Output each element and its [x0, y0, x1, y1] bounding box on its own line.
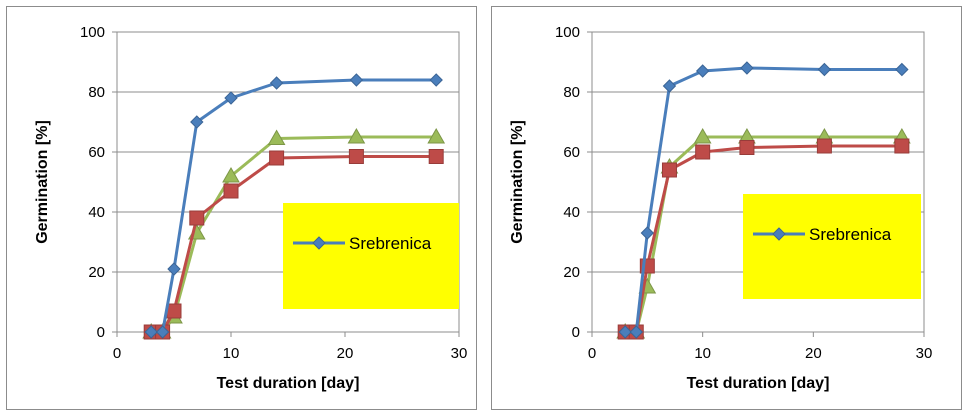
germination-chart-left: 0 20 40 60 80 100 0 10 20 30 Test duration [day] Ge… [34, 24, 468, 392]
x-axis-title: Test duration [day] [687, 375, 830, 392]
y-tick-label: 0 [572, 324, 580, 341]
data-point [189, 210, 205, 226]
data-point [144, 325, 158, 339]
data-point [267, 129, 286, 145]
chart-panel-right: 0 20 40 60 80 100 0 10 20 30 Test duration [day] Ge… [491, 6, 962, 410]
series-line [151, 78, 437, 334]
data-point [269, 76, 284, 90]
x-tick-label: 0 [588, 345, 596, 362]
data-point [166, 303, 182, 319]
y-tick-label: 100 [80, 24, 105, 41]
y-tick-label: 20 [563, 264, 580, 281]
y-tick-label: 40 [563, 204, 580, 221]
data-point [428, 149, 444, 164]
legend-box [743, 194, 921, 299]
data-point [817, 62, 832, 77]
data-point [347, 127, 366, 144]
data-point [190, 115, 204, 129]
y-tick-label: 0 [97, 324, 105, 341]
x-tick-label: 10 [694, 345, 711, 362]
legend-label: Srebrenica [809, 225, 892, 244]
x-tick-label: 30 [451, 345, 468, 362]
legend-box [283, 203, 459, 309]
y-tick-label: 20 [88, 264, 105, 281]
y-tick-label: 80 [563, 84, 580, 101]
y-tick-label: 60 [88, 144, 105, 161]
y-tick-label: 40 [88, 204, 105, 221]
data-point [640, 226, 655, 240]
data-point [894, 138, 910, 154]
data-point [693, 127, 712, 144]
legend-marker [312, 236, 326, 250]
data-point [629, 325, 643, 339]
chart-panel-left: 0 20 40 60 80 100 0 10 20 30 Test duration [day] Ge… [6, 6, 477, 410]
x-axis-title: Test duration [day] [217, 375, 360, 392]
x-tick-label: 0 [113, 345, 121, 362]
legend-marker [772, 227, 786, 241]
data-point [222, 166, 240, 183]
data-point [662, 79, 677, 93]
data-point [349, 73, 364, 87]
y-axis-title: Germination [%] [34, 120, 51, 244]
x-tick-label: 20 [337, 345, 354, 362]
data-point [816, 138, 832, 154]
data-point [695, 64, 710, 78]
y-tick-label: 60 [563, 144, 580, 161]
data-point [695, 144, 711, 160]
data-point [269, 150, 285, 166]
legend-label: Srebrenica [349, 234, 432, 253]
data-point [223, 183, 239, 199]
y-tick-label: 80 [88, 84, 105, 101]
data-point [618, 325, 632, 339]
data-point [661, 162, 677, 178]
y-axis-title: Germination [%] [509, 120, 526, 244]
data-point [740, 61, 754, 75]
data-point [739, 140, 755, 155]
data-point [348, 149, 364, 164]
series-line [625, 66, 902, 334]
data-point [155, 325, 170, 339]
x-tick-label: 20 [805, 345, 822, 362]
data-point [895, 62, 909, 77]
data-point [224, 91, 238, 105]
data-point [429, 73, 443, 87]
x-tick-label: 30 [916, 345, 933, 362]
germination-chart-right: 0 20 40 60 80 100 0 10 20 30 Test duration [day] Ge… [509, 24, 933, 392]
y-tick-label: 100 [555, 24, 580, 41]
data-point [167, 262, 181, 276]
x-tick-label: 10 [223, 345, 240, 362]
data-point [427, 127, 446, 144]
